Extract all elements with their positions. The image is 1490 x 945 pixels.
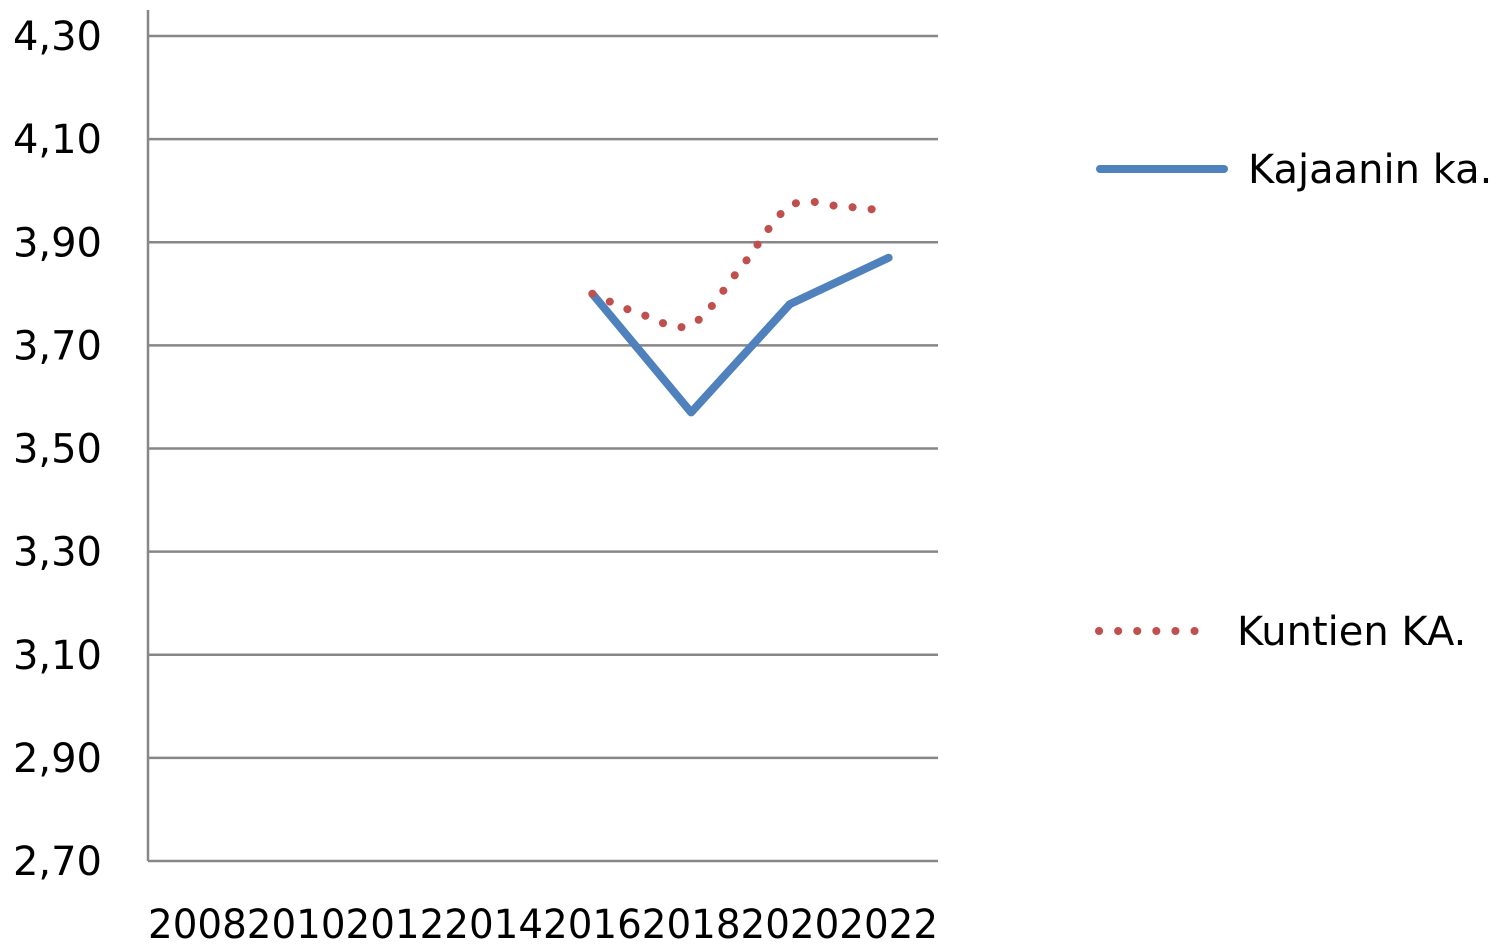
x-tick-label: 2008 xyxy=(148,902,247,945)
y-tick-label: 3,30 xyxy=(13,530,102,576)
y-tick-label: 4,30 xyxy=(13,14,102,60)
grid-lines xyxy=(148,34,938,760)
y-tick-label: 2,70 xyxy=(13,839,102,885)
x-tick-label: 2010 xyxy=(247,902,346,945)
x-tick-label: 2018 xyxy=(642,902,741,945)
y-tick-label: 3,70 xyxy=(13,323,102,369)
y-axis-tick-labels: 2,70 2,90 3,10 3,30 3,50 3,70 3,90 4,10 4,30 xyxy=(13,14,102,885)
y-tick-label: 3,90 xyxy=(13,220,102,266)
legend: Kajaanin ka. Kuntien KA. xyxy=(1095,147,1490,655)
series-line-kuntien-ka xyxy=(588,197,893,332)
series-line-kajaanin-ka xyxy=(588,253,893,417)
x-tick-label: 2012 xyxy=(346,902,445,945)
legend-label: Kuntien KA. xyxy=(1237,609,1466,655)
x-axis-tick-labels: 2008 2010 2012 2014 2016 2018 2020 2022 xyxy=(148,902,938,945)
y-tick-label: 2,90 xyxy=(13,736,102,782)
y-tick-label: 4,10 xyxy=(13,117,102,163)
x-tick-label: 2014 xyxy=(444,902,543,945)
data-series xyxy=(588,197,893,417)
y-tick-label: 3,50 xyxy=(13,427,102,473)
x-tick-label: 2022 xyxy=(839,902,938,945)
x-tick-label: 2020 xyxy=(741,902,840,945)
legend-label: Kajaanin ka. xyxy=(1248,147,1490,193)
axes xyxy=(146,10,938,863)
y-tick-label: 3,10 xyxy=(13,633,102,679)
x-tick-label: 2016 xyxy=(543,902,642,945)
